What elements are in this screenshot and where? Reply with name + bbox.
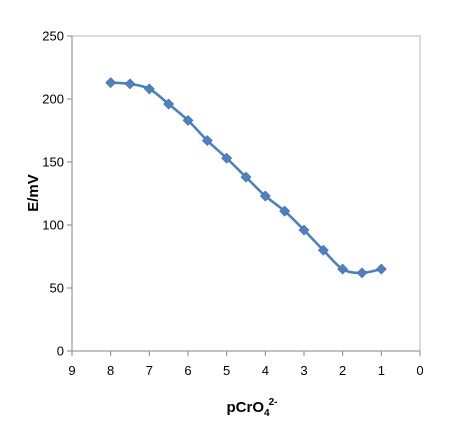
x-tick-label: 0: [416, 363, 423, 378]
x-tick-label: 6: [184, 363, 191, 378]
data-point: [375, 263, 387, 275]
x-tick-label: 2: [339, 363, 346, 378]
data-point: [337, 263, 349, 275]
y-tick-label: 150: [42, 155, 64, 170]
data-point: [124, 78, 136, 90]
data-point: [143, 83, 155, 95]
x-tick-label: 1: [378, 363, 385, 378]
data-point: [317, 244, 329, 256]
data-point: [279, 205, 291, 217]
data-point: [259, 190, 271, 202]
x-tick-label: 7: [146, 363, 153, 378]
data-point: [182, 114, 194, 126]
y-tick-label: 0: [57, 344, 64, 359]
x-axis-title: pCrO42-: [227, 397, 278, 419]
y-tick-label: 50: [50, 281, 64, 296]
x-tick-label: 4: [262, 363, 269, 378]
data-point: [163, 98, 175, 110]
data-point: [105, 77, 117, 89]
data-point: [356, 267, 368, 279]
x-axis-title-superscript: 2-: [269, 397, 278, 408]
series-layer: [105, 77, 387, 279]
data-point: [201, 135, 213, 147]
x-tick-label: 3: [300, 363, 307, 378]
x-tick-label: 5: [223, 363, 230, 378]
data-point: [240, 171, 252, 183]
x-tick-label: 8: [107, 363, 114, 378]
data-point: [298, 224, 310, 236]
axes: 0 50 100 150 200 250 9 8 7 6 5 4 3 2 1 0: [42, 29, 423, 379]
y-tick-label: 200: [42, 92, 64, 107]
x-tick-label: 9: [68, 363, 75, 378]
data-point: [221, 152, 233, 164]
x-axis-title-main: pCrO: [227, 399, 265, 416]
x-axis-title-subscript: 4: [264, 408, 270, 419]
y-tick-label: 100: [42, 218, 64, 233]
y-axis-title: E/mV: [25, 174, 42, 212]
y-tick-label: 250: [42, 29, 64, 44]
